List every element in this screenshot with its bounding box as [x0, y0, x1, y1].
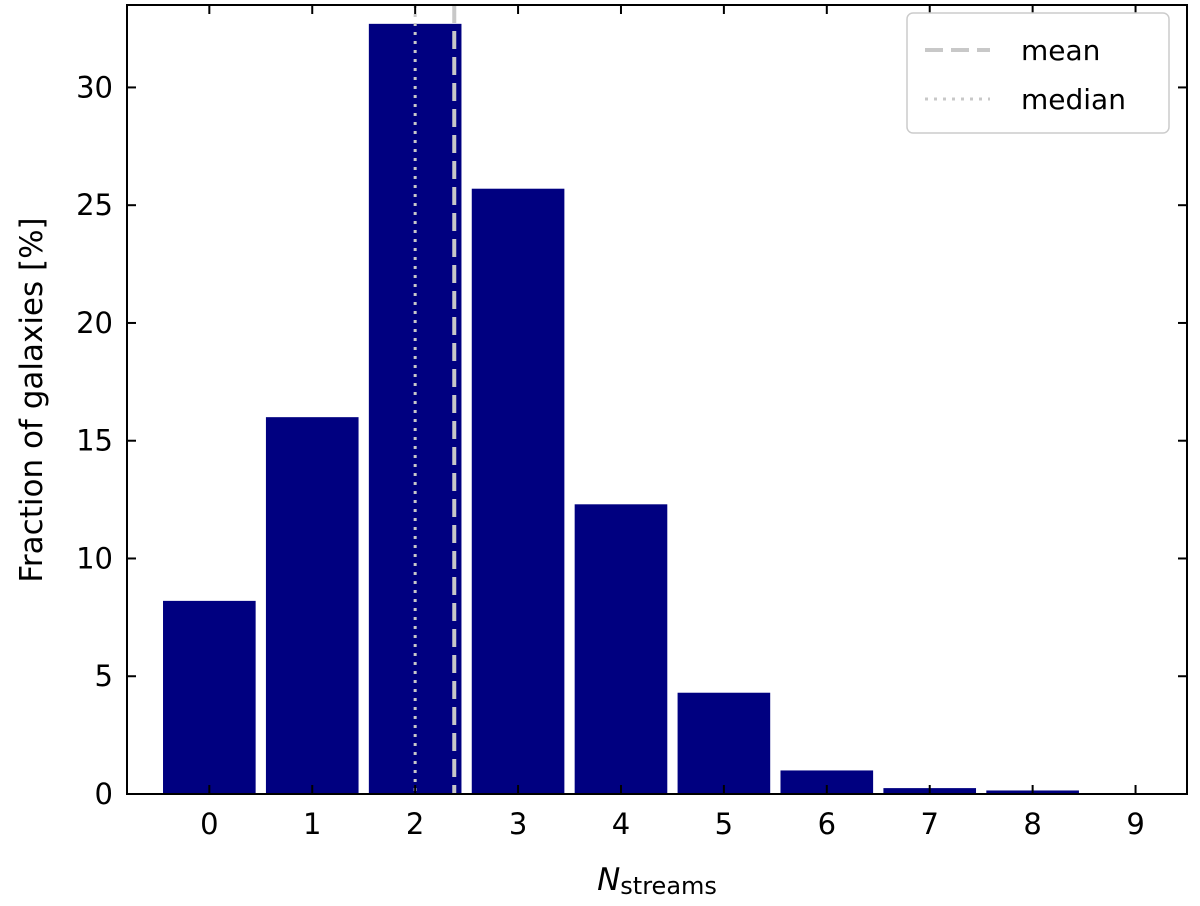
x-tick-label: 0: [200, 807, 218, 841]
y-tick-label: 10: [76, 541, 113, 575]
x-tick-label: 9: [1126, 807, 1144, 841]
y-tick-label: 20: [76, 306, 113, 340]
y-axis-label: Fraction of galaxies [%]: [14, 217, 50, 582]
y-tick-label: 0: [95, 777, 113, 811]
legend: mean median: [906, 12, 1170, 134]
y-tick-label: 30: [76, 70, 113, 104]
legend-box: [906, 12, 1170, 134]
bar-1: [265, 417, 359, 794]
legend-mean-label: mean: [1021, 34, 1100, 67]
x-tick-label: 7: [920, 807, 938, 841]
plot-frame: [126, 4, 1188, 795]
x-tick-label: 2: [406, 807, 424, 841]
x-tick-label: 4: [612, 807, 630, 841]
y-tick-label: 15: [76, 424, 113, 458]
x-axis-label: Nstreams: [597, 862, 717, 900]
x-tick-label: 5: [715, 807, 733, 841]
bar-3: [471, 188, 565, 794]
bar-4: [574, 504, 668, 794]
x-tick-label: 1: [303, 807, 321, 841]
x-tick-label: 8: [1023, 807, 1041, 841]
bars-group: [163, 23, 1079, 794]
x-axis-ticks: 0 1 2 3 4 5 6 7 8 9: [200, 5, 1145, 841]
bar-0: [163, 600, 256, 794]
bar-6: [780, 770, 874, 794]
y-tick-label: 25: [76, 188, 113, 222]
y-axis-ticks: 0 5 10 15 20 25 30: [76, 70, 1187, 811]
y-tick-label: 5: [95, 659, 113, 693]
reference-lines-group: [413, 5, 457, 794]
x-tick-label: 6: [818, 807, 836, 841]
x-tick-label: 3: [509, 807, 527, 841]
bar-5: [677, 692, 771, 794]
legend-median-label: median: [1021, 83, 1126, 116]
bar-2: [368, 23, 462, 794]
